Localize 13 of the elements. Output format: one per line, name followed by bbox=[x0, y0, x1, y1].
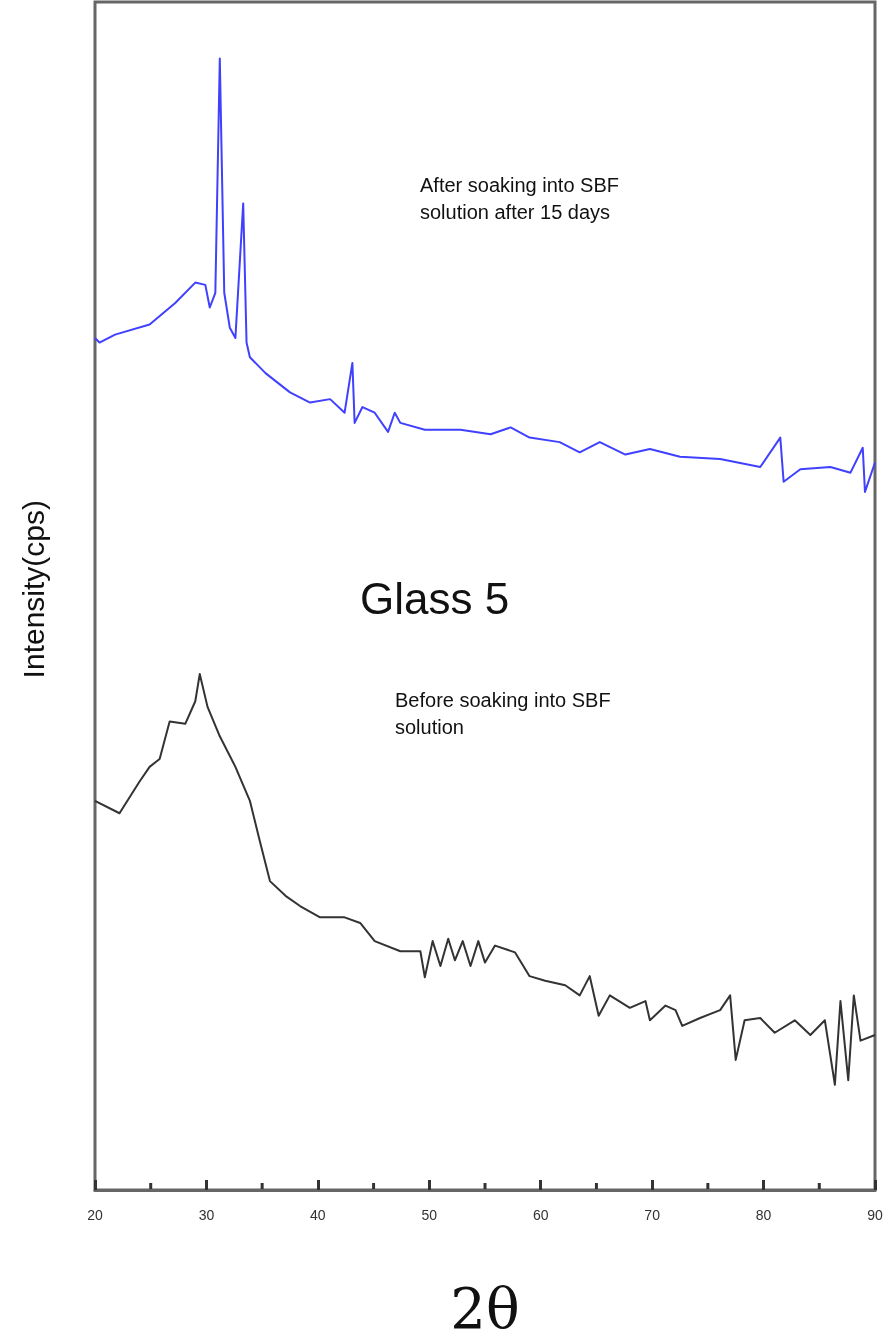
x-tick-label: 20 bbox=[87, 1207, 103, 1223]
x-tick-label: 80 bbox=[755, 1207, 772, 1223]
annotation: Glass 5 bbox=[360, 574, 510, 624]
x-tick-label: 40 bbox=[310, 1207, 326, 1223]
annotation: Before soaking into SBF solution bbox=[395, 688, 611, 738]
annotation: After soaking into SBF solution after 15 days bbox=[420, 173, 619, 223]
x-tick-label: 90 bbox=[867, 1207, 883, 1223]
x-tick-label: 70 bbox=[644, 1207, 661, 1223]
y-axis-title: Intensity(cps) bbox=[16, 500, 50, 679]
x-tick-label: 30 bbox=[198, 1207, 215, 1223]
x-tick-label: 60 bbox=[532, 1207, 549, 1223]
x-tick-label: 50 bbox=[421, 1207, 438, 1223]
x-axis-title: 2θ bbox=[450, 1275, 520, 1341]
